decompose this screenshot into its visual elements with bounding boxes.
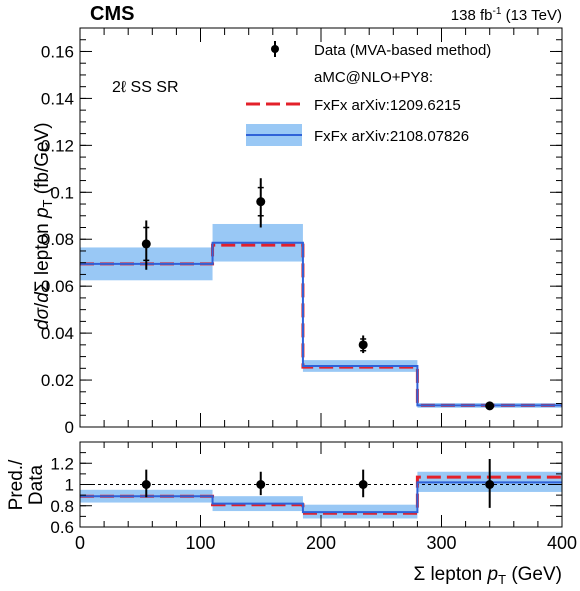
x-tick-label: 200 (306, 533, 336, 553)
ratio-y-label-line2: Data (26, 465, 47, 506)
data-point-2 (358, 335, 368, 354)
legend-data-label: Data (MVA-based method) (314, 42, 491, 59)
data-marker (358, 480, 368, 489)
data-marker (256, 197, 266, 207)
y-tick-label: 0.14 (41, 89, 74, 108)
data-point-1 (256, 178, 266, 228)
x-tick-label: 0 (75, 533, 85, 553)
y-tick-label: 0.02 (41, 371, 74, 390)
y-tick-label: 0.06 (41, 277, 74, 296)
x-tick-label: 300 (426, 533, 456, 553)
y-tick-label: 0.8 (50, 497, 74, 516)
data-point-0 (141, 220, 151, 270)
lumi-label: 138 fb-1 (13 TeV) (451, 6, 562, 24)
y-tick-label: 0.1 (50, 183, 74, 202)
main-points (141, 178, 495, 411)
legend-fxfx-old-label: FxFx arXiv:1209.6215 (314, 97, 461, 114)
x-tick-label: 400 (547, 533, 577, 553)
data-point-0 (141, 469, 151, 498)
y-tick-label: 0 (65, 418, 74, 437)
fxfx-new-step-line (80, 481, 562, 514)
data-point-1 (256, 471, 266, 496)
ratio-lines (80, 475, 562, 515)
ratio-x-ticks: 0 100 200 300 400 (75, 442, 577, 553)
lumi-energy: (13 TeV) (501, 7, 562, 24)
y-tick-label: 1 (65, 476, 74, 495)
data-point-3 (485, 401, 495, 411)
fxfx-new-step-line (80, 241, 562, 407)
legend-fxfx-new-label: FxFx arXiv:2108.07826 (314, 128, 469, 145)
legend: Data (MVA-based method) aMC@NLO+PY8: FxF… (246, 41, 491, 146)
lumi-exponent: -1 (493, 6, 502, 17)
x-tick-label: 100 (185, 533, 215, 553)
main-lines (80, 241, 562, 407)
experiment-label: CMS (90, 3, 134, 25)
ratio-frame (79, 441, 563, 528)
data-marker (141, 480, 151, 489)
x-axis-label: Σ lepton pT (GeV) (413, 564, 562, 587)
main-y-ticks: 0 0.02 0.04 0.06 0.08 0.1 0.12 0.14 0.16 (41, 27, 562, 437)
data-marker (141, 239, 151, 249)
main-panel: 0 0.02 0.04 0.06 0.08 0.1 0.12 0.14 0.16 (41, 27, 563, 437)
data-marker (485, 401, 495, 411)
data-point-2 (358, 469, 368, 498)
data-point-3 (485, 459, 495, 508)
y-tick-label: 0.12 (41, 136, 74, 155)
lumi-main: 138 fb (451, 7, 493, 24)
data-marker (256, 480, 266, 489)
main-frame (79, 27, 563, 428)
y-tick-label: 0.6 (50, 518, 74, 537)
ratio-y-label-line1: Pred./ (6, 459, 27, 510)
y-tick-label: 0.08 (41, 230, 74, 249)
ratio-points (141, 459, 495, 508)
ratio-panel: 0.6 0.8 1 1.2 0 100 200 300 400 (50, 441, 577, 553)
data-marker (358, 340, 368, 350)
legend-data-marker (271, 41, 279, 57)
legend-group-title: aMC@NLO+PY8: (314, 69, 433, 86)
y-tick-label: 1.2 (50, 454, 74, 473)
data-marker (485, 480, 495, 489)
y-tick-label: 0.04 (41, 324, 74, 343)
region-label: 2ℓ SS SR (112, 79, 179, 96)
main-y-axis-label: dσ/dΣ lepton pT (fb/GeV) (32, 122, 55, 330)
y-tick-label: 0.16 (41, 42, 74, 61)
main-bands (80, 223, 562, 408)
